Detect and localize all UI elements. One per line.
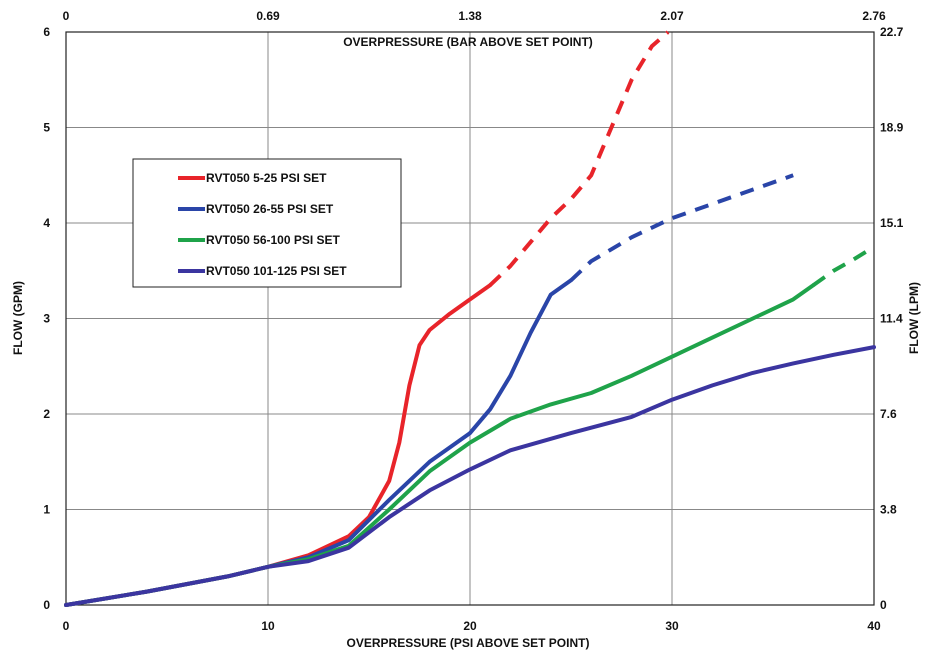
series-3-dashed-line	[812, 245, 876, 287]
y2-tick-label: 18.9	[880, 121, 904, 135]
legend-label: RVT050 56-100 PSI SET	[206, 233, 341, 247]
y-axis-title: FLOW (GPM)	[11, 281, 25, 355]
legend: RVT050 5-25 PSI SET RVT050 26-55 PSI SET R…	[132, 158, 402, 288]
y2-tick-label: 3.8	[880, 503, 897, 517]
y-tick-label: 0	[43, 598, 50, 612]
x-tick-label: 10	[261, 619, 275, 633]
y-tick-labels: 0 1 2 3 4 5 6	[43, 25, 50, 612]
y-tick-label: 3	[43, 312, 50, 326]
y2-axis-title: FLOW (LPM)	[907, 282, 921, 354]
series-lines	[64, 30, 876, 607]
x-tick-labels: 0 10 20 30 40	[63, 619, 881, 633]
x2-axis-title: OVERPRESSURE (BAR ABOVE SET POINT)	[343, 35, 593, 49]
series-4-solid-line	[64, 345, 876, 607]
x-tick-label: 30	[665, 619, 679, 633]
series-1-dashed-line	[488, 30, 670, 287]
series-1-solid-line	[64, 283, 493, 607]
x2-tick-label: 2.76	[862, 9, 886, 23]
legend-label: RVT050 26-55 PSI SET	[206, 202, 334, 216]
x-tick-label: 0	[63, 619, 70, 633]
legend-label: RVT050 101-125 PSI SET	[206, 264, 347, 278]
x2-tick-label: 2.07	[660, 9, 684, 23]
y2-tick-labels: 0 3.8 7.6 11.4 15.1 18.9 22.7	[880, 25, 904, 612]
y2-tick-label: 0	[880, 598, 887, 612]
y-tick-label: 5	[43, 121, 50, 135]
x2-tick-labels: 0 0.69 1.38 2.07 2.76	[63, 9, 886, 23]
x2-tick-label: 0	[63, 9, 70, 23]
x-tick-label: 40	[867, 619, 881, 633]
legend-label: RVT050 5-25 PSI SET	[206, 171, 327, 185]
y-tick-label: 1	[43, 503, 50, 517]
y2-tick-label: 11.4	[880, 312, 903, 326]
x-axis-title: OVERPRESSURE (PSI ABOVE SET POINT)	[347, 636, 590, 650]
plot-frame	[65, 31, 875, 606]
series-2-dashed-line	[569, 173, 794, 282]
x-tick-label: 20	[463, 619, 477, 633]
series-3-solid-line	[64, 283, 816, 607]
y-tick-label: 2	[43, 407, 50, 421]
x2-tick-label: 0.69	[256, 9, 280, 23]
legend-box	[132, 158, 402, 288]
y2-tick-label: 7.6	[880, 407, 897, 421]
y-tick-label: 4	[43, 216, 50, 230]
y-tick-label: 6	[43, 25, 50, 39]
x2-tick-label: 1.38	[458, 9, 482, 23]
y2-tick-label: 15.1	[880, 216, 904, 230]
y2-tick-label: 22.7	[880, 25, 904, 39]
